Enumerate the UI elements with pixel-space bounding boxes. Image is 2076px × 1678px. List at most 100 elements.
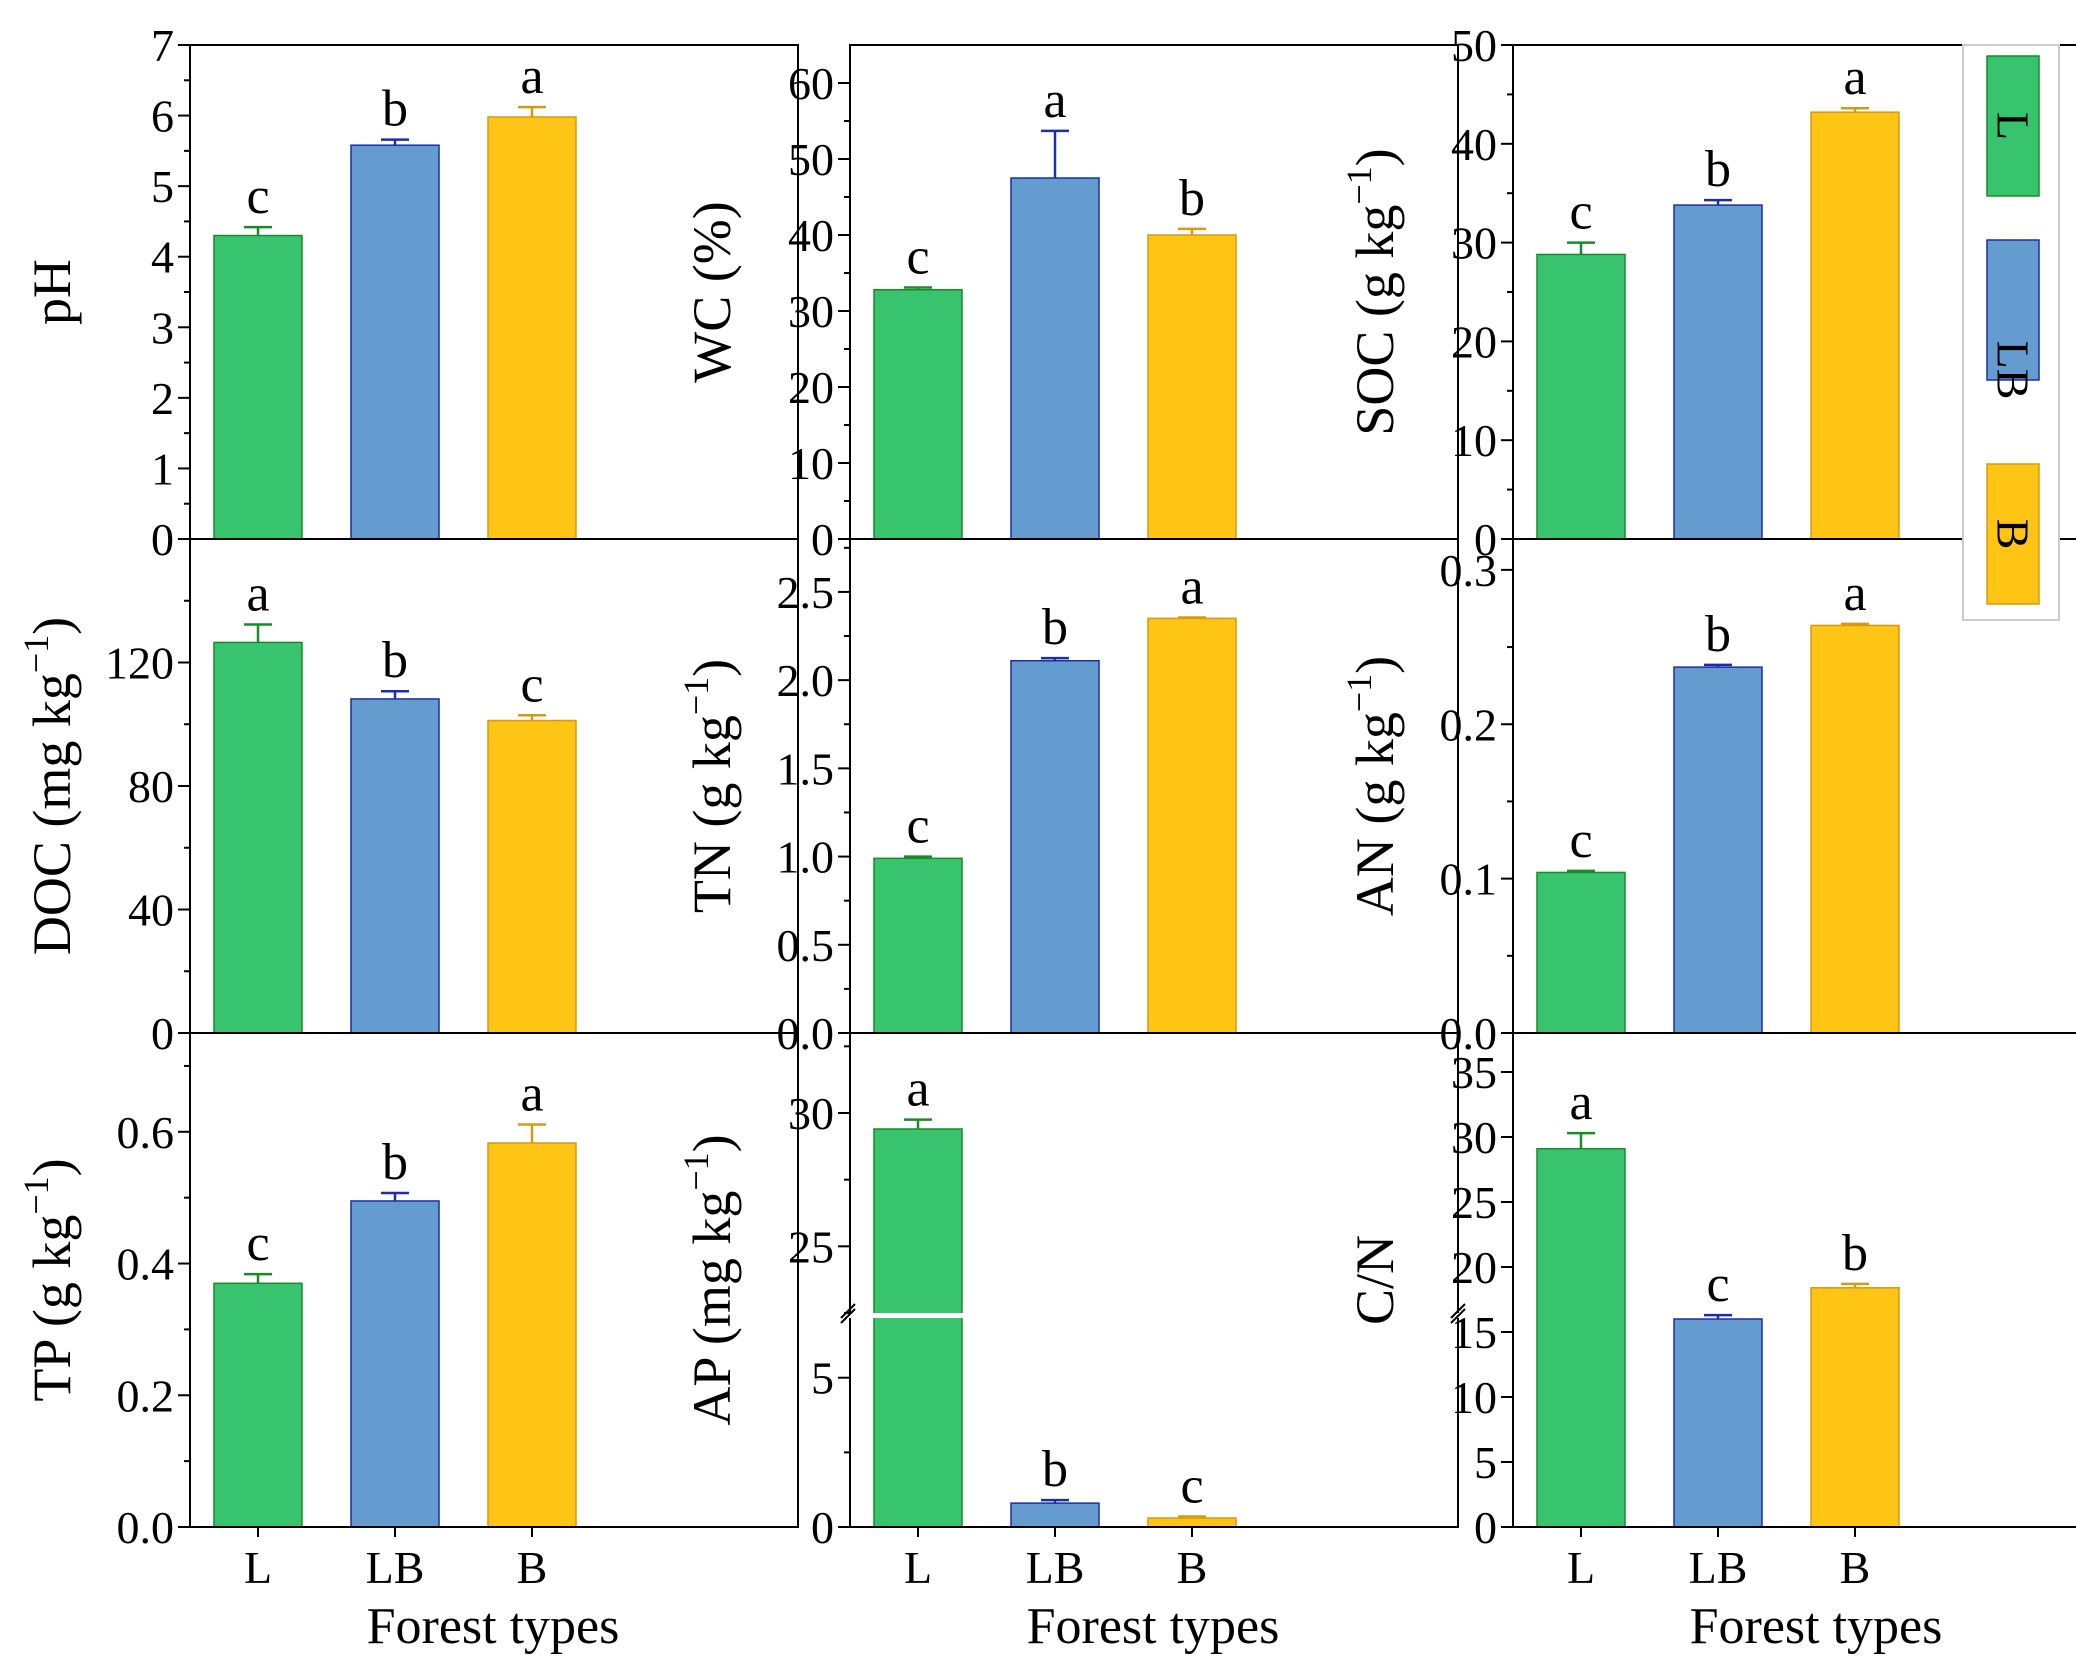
y-axis-label-tail: ) (682, 659, 742, 677)
legend-swatch-L (1986, 55, 2040, 197)
bar-ap-B (1147, 1517, 1237, 1528)
y-tick-label: 20 (788, 362, 834, 413)
y-tick-label: 0.3 (1440, 545, 1498, 596)
x-tick-label-LB: LB (1689, 1542, 1748, 1593)
panel-wc: c a b 0 10 20 30 40 50 60 WC (%) (682, 44, 1459, 565)
bar-an-B (1810, 624, 1900, 1034)
y-tick-label: 15 (1451, 1307, 1497, 1358)
y-tick-label: 7 (151, 20, 174, 71)
sig-letter-an-LB: b (1705, 606, 1731, 663)
sig-letter-tn-L: c (906, 798, 929, 855)
bar-tp-B (487, 1142, 577, 1528)
x-tick-label-L: L (904, 1542, 932, 1593)
y-axis-label-sup: −1 (16, 635, 56, 673)
axis-break-gap (846, 1313, 1462, 1318)
y-tick-label: 35 (1451, 1047, 1497, 1098)
y-axis-label-text: C/N (1345, 1235, 1405, 1325)
y-tick-label: 80 (128, 761, 174, 812)
y-tick-label: 0.2 (1440, 699, 1498, 750)
sig-letter-cn-LB: c (1706, 1256, 1729, 1313)
y-axis-label-sup: −1 (676, 677, 716, 715)
break-mark-left-1 (840, 1308, 856, 1324)
sig-letter-wc-LB: a (1043, 72, 1066, 129)
bar-soc-LB (1673, 204, 1763, 540)
bar-an-L (1536, 871, 1626, 1034)
sig-letter-an-L: c (1569, 812, 1592, 869)
sig-letter-soc-LB: b (1705, 141, 1731, 198)
sig-letter-ph-L: c (246, 168, 269, 225)
x-axis-label: Forest types (1690, 1598, 1943, 1655)
bar-doc-LB (350, 698, 440, 1034)
y-axis-label-text: pH (22, 259, 82, 325)
y-tick-label: 1.5 (777, 743, 835, 794)
y-tick-label: 0 (151, 514, 174, 565)
bar-cn-L (1536, 1147, 1626, 1528)
break-mark-right-1 (1450, 1308, 1466, 1324)
bar-ap-LB (1010, 1502, 1100, 1528)
y-tick-label: 5 (151, 161, 174, 212)
y-tick-label: 0.2 (117, 1370, 175, 1421)
y-axis-label-text: SOC (g kg (1345, 205, 1405, 436)
sig-letter-ph-LB: b (382, 81, 408, 138)
y-axis-label-sup: −1 (1339, 166, 1379, 204)
bar-doc-L (213, 641, 303, 1034)
y-axis-label-sup: −1 (676, 1152, 716, 1190)
y-tick-label: 40 (788, 210, 834, 261)
sig-letter-ap-LB: b (1042, 1441, 1068, 1498)
y-tick-label: 5 (811, 1353, 834, 1404)
y-tick-label: 1.0 (777, 832, 835, 883)
y-axis-label-cn: C/N (1345, 1235, 1405, 1325)
sig-letter-doc-B: c (520, 656, 543, 713)
y-axis-label-tail: ) (1345, 656, 1405, 674)
y-axis-label-text: TN (g kg (682, 715, 742, 913)
legend-swatch-B (1986, 463, 2040, 605)
sig-letter-tp-LB: b (382, 1134, 408, 1191)
sig-letter-doc-LB: b (382, 632, 408, 689)
y-axis-label-ap: AP (mg kg−1) (676, 1134, 742, 1425)
y-tick-label: 50 (788, 134, 834, 185)
bar-wc-L (873, 288, 963, 540)
y-tick-label: 30 (788, 286, 834, 337)
bar-tp-L (213, 1282, 303, 1528)
sig-letter-wc-B: b (1179, 170, 1205, 227)
plot-frame-tp (189, 1032, 799, 1528)
bar-an-LB (1673, 666, 1763, 1034)
bar-ap-L (873, 1128, 963, 1528)
legend: L LB B (1962, 44, 2060, 621)
plot-frame-upper (849, 1032, 1459, 1313)
plot-frame-lower (849, 1318, 1459, 1528)
y-tick-label: 2.0 (777, 655, 835, 706)
bar-wc-B (1147, 234, 1237, 540)
y-axis-label-tail: ) (1345, 148, 1405, 166)
y-tick-label: 60 (788, 58, 834, 109)
sig-letter-tp-L: c (246, 1215, 269, 1272)
x-tick-label-LB: LB (366, 1542, 425, 1593)
y-tick-label: 0 (811, 514, 834, 565)
y-tick-label: 2.5 (777, 567, 835, 618)
y-axis-label-tail: ) (682, 1134, 742, 1152)
y-axis-label-text: DOC (mg kg (22, 673, 82, 955)
x-tick-label-L: L (1567, 1542, 1595, 1593)
y-tick-label: 10 (1451, 415, 1497, 466)
sig-letter-ap-B: c (1180, 1458, 1203, 1515)
bar-tp-LB (350, 1200, 440, 1528)
y-tick-label: 0.6 (117, 1107, 175, 1158)
sig-letter-ap-L: a (906, 1061, 929, 1118)
y-axis-label-tn: TN (g kg−1) (676, 659, 742, 913)
y-axis-label-text: AN (g kg (1345, 712, 1405, 916)
y-tick-label: 5 (1474, 1437, 1497, 1488)
bar-ph-LB (350, 144, 440, 540)
y-tick-label: 30 (1451, 218, 1497, 269)
legend-label-B: B (1988, 519, 2039, 550)
y-tick-label: 1 (151, 443, 174, 494)
y-tick-label: 0 (811, 1502, 834, 1553)
sig-letter-tn-LB: b (1042, 599, 1068, 656)
legend-swatch-LB (1986, 239, 2040, 381)
y-axis-label-doc: DOC (mg kg−1) (16, 617, 82, 955)
y-axis-label-tail: ) (22, 1158, 82, 1176)
x-axis-label: Forest types (1027, 1598, 1280, 1655)
bar-wc-LB (1010, 177, 1100, 540)
x-tick-label-B: B (517, 1542, 548, 1593)
